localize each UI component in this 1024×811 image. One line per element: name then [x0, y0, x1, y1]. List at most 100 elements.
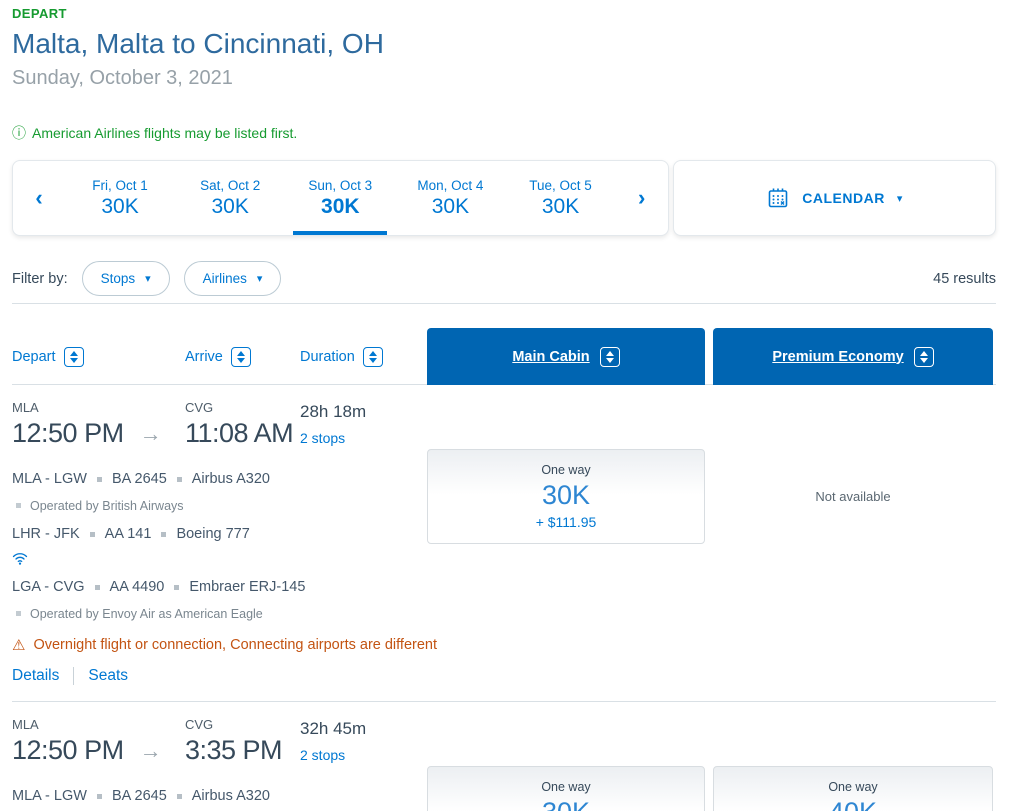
- award-price: 40K: [829, 797, 877, 811]
- award-price: 30K: [542, 797, 590, 811]
- chevron-down-icon: ▾: [145, 273, 151, 285]
- warning-icon: ⚠: [12, 636, 26, 654]
- sort-icon: [913, 346, 934, 367]
- sort-depart-header[interactable]: Depart: [12, 328, 185, 385]
- next-dates-button[interactable]: ›: [616, 161, 668, 235]
- stops-link[interactable]: 2 stops: [300, 747, 346, 763]
- date-tab-tue-oct-5[interactable]: Tue, Oct 5 30K: [506, 161, 616, 235]
- sort-icon: [63, 346, 84, 367]
- sort-icon: [230, 346, 251, 367]
- destination-code: CVG: [185, 400, 214, 415]
- cash-surcharge: + $111.95: [535, 514, 597, 530]
- depart-time: 12:50 PM: [12, 735, 124, 765]
- duration-value: 32h 45m: [300, 719, 367, 738]
- stops-filter-button[interactable]: Stops ▾: [81, 261, 170, 296]
- segment-list: MLA - LGW BA 2645 Airbus A320 Operated b…: [12, 471, 996, 621]
- date-tab-price: 30K: [101, 194, 139, 218]
- duration-cell: 32h 45m 2 stops: [300, 717, 427, 766]
- flight-result-row-2: MLA 12:50 PM → CVG 3:35 PM 32h 45m 2 sto…: [12, 702, 996, 811]
- calendar-label: CALENDAR: [802, 190, 885, 206]
- stops-link[interactable]: 2 stops: [300, 430, 346, 446]
- stops-filter-label: Stops: [100, 271, 136, 286]
- date-tab-price: 30K: [431, 194, 470, 218]
- calendar-icon: [768, 188, 788, 208]
- sort-duration-header[interactable]: Duration: [300, 328, 427, 385]
- segment-line: LGA - CVG AA 4490 Embraer ERJ-145: [12, 579, 996, 595]
- segment-flight-number: BA 2645: [111, 788, 167, 804]
- segment-aircraft: Airbus A320: [191, 471, 270, 487]
- results-table-header: Depart Arrive Duration Main Cabin Premiu…: [12, 328, 996, 385]
- fare-type-label: One way: [541, 780, 591, 794]
- calendar-button[interactable]: CALENDAR ▾: [672, 160, 996, 236]
- warning-text: Overnight flight or connection, Connecti…: [33, 637, 437, 653]
- travel-date: Sunday, October 3, 2021: [12, 67, 233, 89]
- date-tab-price: 30K: [321, 194, 360, 218]
- info-icon: ⓘ: [12, 125, 26, 141]
- segment-route: MLA - LGW: [12, 788, 87, 804]
- listing-notice-text: American Airlines flights may be listed …: [32, 125, 298, 141]
- origin-code: MLA: [12, 400, 39, 415]
- duration-cell: 28h 18m 2 stops: [300, 400, 427, 449]
- results-count: 45 results: [933, 270, 996, 287]
- arrive-time: 11:08 AM: [185, 418, 294, 448]
- premium-economy-unavailable: Not available: [713, 449, 993, 544]
- depart-column-label: Depart: [12, 348, 56, 365]
- flight-summary: MLA 12:50 PM → CVG 11:08 AM 28h 18m 2 st…: [12, 400, 996, 449]
- airlines-filter-label: Airlines: [202, 271, 247, 286]
- segment-route: MLA - LGW: [12, 471, 87, 487]
- premium-economy-fare-button[interactable]: One way 40K + $111.95: [713, 766, 993, 811]
- segment-aircraft: Airbus A320: [191, 788, 270, 804]
- date-carousel-row: ‹ Fri, Oct 1 30K Sat, Oct 2 30K Sun, Oct…: [12, 160, 996, 236]
- segment-line: MLA - LGW BA 2645 Airbus A320: [12, 471, 996, 487]
- segment-aircraft: Embraer ERJ-145: [189, 579, 306, 595]
- main-cabin-fare-button[interactable]: One way 30K + $111.95: [427, 449, 705, 544]
- segment-list: MLA - LGW BA 2645 Airbus A320 Operated b…: [12, 788, 996, 811]
- prev-dates-button[interactable]: ‹: [13, 161, 65, 235]
- chevron-down-icon: ▾: [896, 192, 903, 205]
- arrive-column-label: Arrive: [185, 348, 223, 365]
- date-tab-label: Fri, Oct 1: [92, 177, 148, 193]
- date-tab-price: 30K: [211, 194, 249, 218]
- sort-arrive-header[interactable]: Arrive: [185, 328, 300, 385]
- operated-by-note: Operated by British Airways: [12, 499, 996, 513]
- arrow-right-icon: →: [139, 420, 162, 446]
- date-tab-mon-oct-4[interactable]: Mon, Oct 4 30K: [395, 161, 505, 235]
- flight-summary: MLA 12:50 PM → CVG 3:35 PM 32h 45m 2 sto…: [12, 717, 996, 766]
- filter-bar: Filter by: Stops ▾ Airlines ▾ 45 results: [12, 256, 996, 304]
- sort-premium-economy-header[interactable]: Premium Economy: [713, 328, 993, 385]
- arrive-cell: CVG 11:08 AM: [185, 400, 300, 449]
- chevron-down-icon: ▾: [256, 273, 263, 285]
- arrive-cell: CVG 3:35 PM: [185, 717, 300, 766]
- segment-flight-number: AA 141: [104, 526, 152, 542]
- seats-link[interactable]: Seats: [88, 667, 129, 684]
- duration-column-label: Duration: [300, 348, 355, 365]
- sort-main-cabin-header[interactable]: Main Cabin: [427, 328, 705, 385]
- segment-route: LGA - CVG: [12, 579, 85, 595]
- operated-by-note: Operated by Envoy Air as American Eagle: [12, 607, 996, 621]
- date-tab-sat-oct-2[interactable]: Sat, Oct 2 30K: [175, 161, 285, 235]
- date-tab-label: Sat, Oct 2: [200, 177, 261, 193]
- main-cabin-column-label: Main Cabin: [512, 348, 590, 365]
- flight-warning: ⚠ Overnight flight or connection, Connec…: [12, 637, 996, 653]
- segment-flight-number: AA 4490: [109, 579, 165, 595]
- segment-line: MLA - LGW BA 2645 Airbus A320: [12, 788, 996, 804]
- details-link[interactable]: Details: [12, 667, 60, 684]
- segment-aircraft: Boeing 777: [176, 526, 250, 542]
- sort-icon: [362, 346, 383, 367]
- depart-cell: MLA 12:50 PM →: [12, 717, 185, 766]
- depart-label: DEPART: [12, 6, 67, 21]
- arrow-right-icon: →: [139, 737, 162, 763]
- main-cabin-fare-button[interactable]: One way 30K + $111.95: [427, 766, 705, 811]
- date-tab-fri-oct-1[interactable]: Fri, Oct 1 30K: [65, 161, 175, 235]
- wifi-icon: [12, 553, 28, 565]
- segment-route: LHR - JFK: [12, 526, 80, 542]
- award-price: 30K: [541, 480, 591, 510]
- page-title: Malta, Malta to Cincinnati, OH: [12, 28, 384, 59]
- date-tab-label: Tue, Oct 5: [529, 177, 592, 193]
- date-tab-sun-oct-3-selected[interactable]: Sun, Oct 3 30K: [285, 161, 395, 235]
- fare-type-label: One way: [541, 463, 591, 477]
- airlines-filter-button[interactable]: Airlines ▾: [183, 261, 282, 296]
- segment-flight-number: BA 2645: [111, 471, 167, 487]
- depart-cell: MLA 12:50 PM →: [12, 400, 185, 449]
